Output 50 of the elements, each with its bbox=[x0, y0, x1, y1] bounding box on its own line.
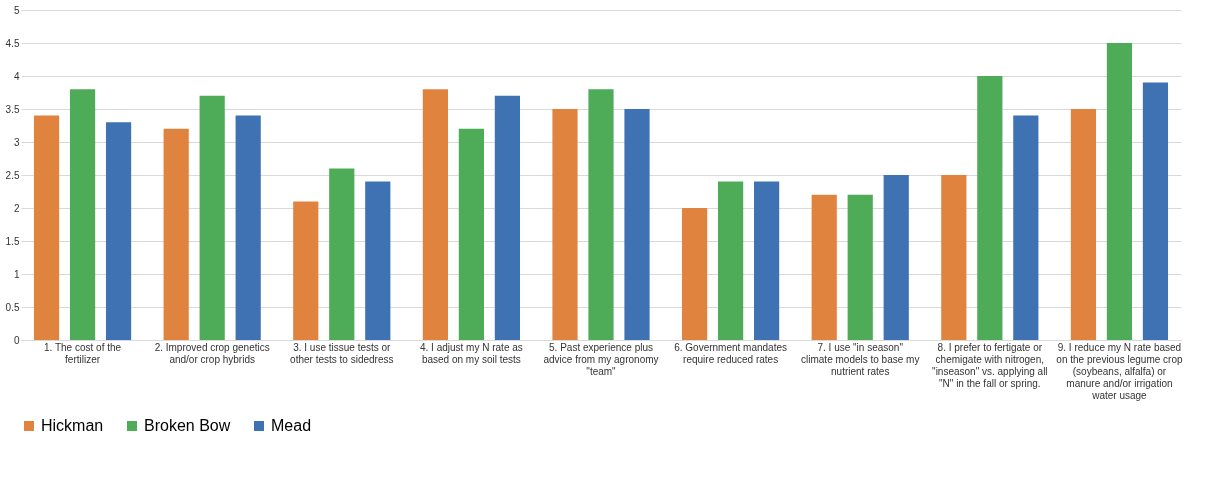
bar bbox=[422, 89, 448, 340]
bar bbox=[293, 201, 319, 340]
bar bbox=[329, 168, 355, 340]
bar bbox=[977, 76, 1003, 340]
legend-label: Mead bbox=[271, 417, 312, 434]
bar bbox=[883, 175, 909, 340]
x-tick-label: 2. Improved crop genetics and/or crop hybrids bbox=[154, 341, 270, 365]
bar bbox=[682, 208, 708, 340]
bar bbox=[624, 109, 650, 340]
bar bbox=[235, 115, 261, 340]
y-tick-label: 4.5 bbox=[5, 37, 20, 49]
y-tick-label: 3.5 bbox=[5, 103, 20, 115]
y-tick-label: 1.5 bbox=[5, 235, 20, 247]
bar bbox=[718, 181, 744, 340]
x-tick-label: 9. I reduce my N rate based on the previous legume crop (soybeans, alfalfa) or manure and/or irrigation water usage bbox=[1056, 341, 1183, 401]
y-tick-label: 0 bbox=[13, 334, 20, 346]
x-tick-label: 5. Past experience plus advice from my agronomy "team" bbox=[543, 341, 659, 377]
bar bbox=[33, 115, 60, 340]
x-tick-label: 4. I adjust my N rate as based on my soil tests bbox=[419, 341, 523, 365]
bar bbox=[1142, 82, 1169, 340]
legend-label: Broken Bow bbox=[144, 417, 231, 434]
y-tick-label: 2 bbox=[13, 202, 20, 214]
bar bbox=[941, 175, 967, 340]
bar bbox=[552, 109, 578, 340]
bar bbox=[69, 89, 96, 340]
y-tick-label: 1 bbox=[13, 268, 20, 280]
bar bbox=[494, 95, 520, 340]
y-tick-label: 2.5 bbox=[5, 169, 20, 181]
y-tick-label: 3 bbox=[13, 136, 20, 148]
bar bbox=[847, 194, 873, 340]
bar bbox=[1070, 109, 1097, 340]
y-tick-label: 0.5 bbox=[5, 301, 20, 313]
bar bbox=[754, 181, 780, 340]
bar bbox=[1106, 43, 1133, 340]
x-tick-label: 1. The cost of the fertilizer bbox=[44, 341, 122, 365]
bar bbox=[163, 128, 189, 340]
x-tick-label: 6. Government mandates require reduced rates bbox=[674, 341, 788, 365]
bar bbox=[458, 128, 484, 340]
bar bbox=[1013, 115, 1039, 340]
bar bbox=[365, 181, 391, 340]
y-tick-label: 5 bbox=[13, 4, 20, 16]
bar bbox=[199, 95, 225, 340]
x-tick-label: 8. I prefer to fertigate or chemigate with nitrogen, "inseason" vs. applying all "N" in the fall or spring. bbox=[932, 341, 1048, 389]
x-tick-label: 7. I use "in season" climate models to base my nutrient rates bbox=[801, 341, 920, 377]
bar bbox=[588, 89, 614, 340]
bar bbox=[105, 122, 132, 340]
x-tick-label: 3. I use tissue tests or other tests to sidedress bbox=[290, 341, 394, 365]
legend-label: Hickman bbox=[41, 417, 104, 434]
y-tick-label: 4 bbox=[13, 70, 20, 82]
bar bbox=[811, 194, 837, 340]
